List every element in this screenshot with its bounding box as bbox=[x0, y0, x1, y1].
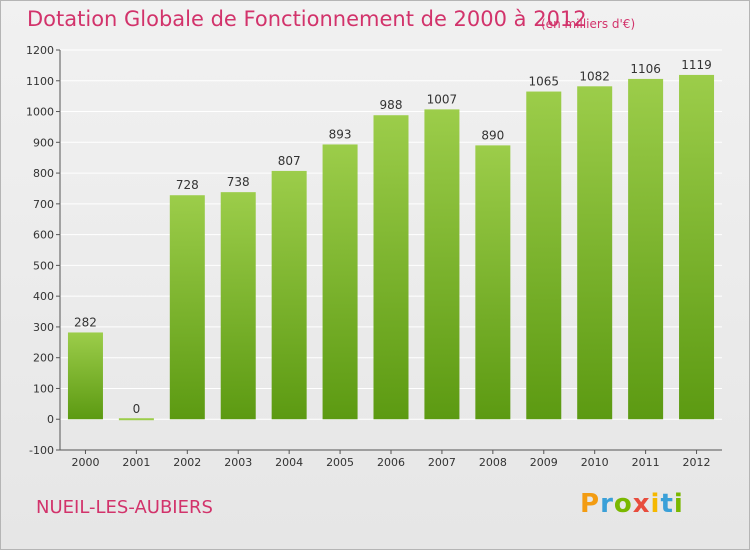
bar-value-label: 807 bbox=[278, 154, 301, 168]
y-tick-label: 900 bbox=[33, 136, 54, 149]
y-tick-label: 300 bbox=[33, 321, 54, 334]
bar bbox=[220, 192, 256, 420]
chart-title: Dotation Globale de Fonctionnement de 20… bbox=[27, 7, 587, 31]
y-tick-label: 400 bbox=[33, 290, 54, 303]
x-tick-label: 2005 bbox=[326, 456, 354, 469]
y-tick-label: 100 bbox=[33, 382, 54, 395]
bar bbox=[169, 195, 205, 420]
bar-value-label: 1007 bbox=[427, 92, 458, 106]
bar bbox=[322, 144, 358, 420]
y-tick-label: 600 bbox=[33, 229, 54, 242]
bar bbox=[424, 109, 460, 420]
y-tick-label: 0 bbox=[47, 413, 54, 426]
logo-letter: x bbox=[632, 489, 651, 519]
bar bbox=[475, 145, 511, 420]
x-tick-label: 2004 bbox=[275, 456, 303, 469]
x-tick-label: 2008 bbox=[479, 456, 507, 469]
bar bbox=[67, 332, 103, 420]
logo-letter: t bbox=[660, 489, 674, 519]
bar bbox=[679, 74, 715, 420]
logo-letter: r bbox=[600, 489, 614, 519]
bar-value-label: 893 bbox=[329, 127, 352, 141]
x-tick-label: 2006 bbox=[377, 456, 405, 469]
bar-value-label: 0 bbox=[133, 402, 141, 416]
y-tick-label: 1000 bbox=[26, 106, 54, 119]
bar-value-label: 282 bbox=[74, 315, 97, 329]
x-tick-label: 2002 bbox=[173, 456, 201, 469]
x-tick-label: 2009 bbox=[530, 456, 558, 469]
bar-value-label: 1065 bbox=[528, 75, 559, 89]
x-tick-label: 2000 bbox=[71, 456, 99, 469]
x-tick-label: 2003 bbox=[224, 456, 252, 469]
y-tick-label: 800 bbox=[33, 167, 54, 180]
logo-letter: i bbox=[673, 489, 684, 519]
logo-letter: P bbox=[580, 489, 601, 519]
logo-letter: o bbox=[613, 489, 633, 519]
chart-subtitle: (en milliers d'€) bbox=[541, 17, 636, 31]
bar bbox=[526, 91, 562, 420]
y-tick-label: 1200 bbox=[26, 44, 54, 57]
bar bbox=[271, 170, 307, 420]
bar-value-label: 1082 bbox=[579, 69, 610, 83]
x-tick-label: 2011 bbox=[632, 456, 660, 469]
bar bbox=[628, 78, 664, 420]
x-tick-label: 2001 bbox=[122, 456, 150, 469]
bar bbox=[118, 418, 154, 421]
y-tick-label: 700 bbox=[33, 198, 54, 211]
x-tick-label: 2010 bbox=[581, 456, 609, 469]
proxiti-logo: Proxiti bbox=[580, 489, 684, 519]
logo-letter: i bbox=[650, 489, 661, 519]
y-tick-label: 500 bbox=[33, 259, 54, 272]
bar-value-label: 1119 bbox=[681, 58, 712, 72]
bar-value-label: 890 bbox=[481, 128, 504, 142]
x-tick-label: 2012 bbox=[683, 456, 711, 469]
bar bbox=[577, 86, 613, 420]
bar bbox=[373, 115, 409, 420]
bar-value-label: 988 bbox=[380, 98, 403, 112]
x-tick-label: 2007 bbox=[428, 456, 456, 469]
y-tick-label: 1100 bbox=[26, 75, 54, 88]
bar-value-label: 728 bbox=[176, 178, 199, 192]
bar-value-label: 1106 bbox=[630, 62, 661, 76]
town-name: NUEIL-LES-AUBIERS bbox=[36, 497, 213, 518]
bar-value-label: 738 bbox=[227, 175, 250, 189]
y-tick-label: 200 bbox=[33, 352, 54, 365]
y-tick-label: -100 bbox=[29, 444, 54, 457]
